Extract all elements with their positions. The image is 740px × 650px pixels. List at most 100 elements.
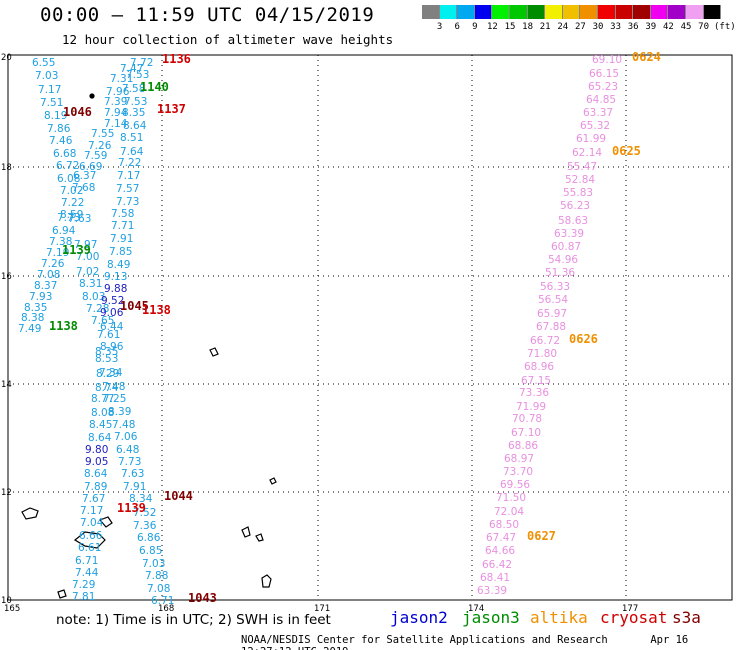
color-scale-label: 33: [610, 22, 622, 32]
wave-height-value: 8.29: [96, 368, 119, 380]
color-scale-unit: (ft): [714, 22, 736, 32]
lon-tick-label: 171: [314, 604, 330, 614]
wave-height-value: 68.96: [524, 361, 554, 373]
wave-height-value: 67.10: [511, 427, 541, 439]
wave-height-value: 67.47: [486, 532, 516, 544]
lon-tick-label: 174: [468, 604, 484, 614]
wave-height-value: 66.15: [589, 68, 619, 80]
wave-height-value: 8.59: [60, 209, 83, 221]
pass-time-label: 0627: [527, 529, 556, 543]
wave-height-value: 6.37: [73, 170, 96, 182]
wave-height-value: 7.04: [80, 517, 104, 529]
wave-height-value: 72.04: [494, 506, 524, 518]
island: [57, 589, 67, 599]
color-swatch: [474, 5, 493, 19]
lon-tick-label: 177: [622, 604, 638, 614]
lat-tick-label: 10: [1, 596, 12, 606]
wave-height-value: 6.71: [75, 555, 98, 567]
pass-time-label: 1045: [120, 299, 149, 313]
wave-height-value: 7.58: [111, 208, 134, 220]
wave-height-value: 7.39: [104, 96, 127, 108]
wave-height-value: 55.47: [567, 161, 597, 173]
color-swatch: [650, 5, 669, 19]
wave-height-value: 7.96: [106, 86, 130, 98]
color-scale-label: 12: [486, 22, 498, 32]
wave-height-value: 6.08: [57, 173, 80, 185]
island: [89, 93, 95, 99]
wave-height-value: 7.89: [84, 481, 107, 493]
wave-height-value: 8.96: [100, 341, 124, 353]
wave-height-value: 9.52: [101, 295, 124, 307]
color-swatch: [633, 5, 651, 19]
color-scale-label: 3: [436, 22, 443, 32]
wave-height-value: 7.58: [122, 83, 145, 95]
wave-height-value: 7.28: [86, 303, 109, 315]
island: [21, 507, 39, 520]
wave-height-value: 68.86: [508, 440, 538, 452]
lat-tick-label: 14: [1, 380, 12, 390]
map-frame: [7, 54, 733, 601]
wave-height-value: 6.44: [100, 321, 124, 333]
wave-height-value: 7.00: [76, 251, 99, 263]
lat-tick-label: 20: [1, 53, 12, 63]
axis-ticks: 165 168 171 174 177 10 12 14 16 18 20: [1, 53, 638, 614]
wave-height-value: 69.56: [500, 479, 530, 491]
color-swatch: [422, 5, 440, 19]
wave-height-value: 8.35: [24, 302, 47, 314]
altimeter-tracks: 6.557.037.177.518.197.867.466.686.726.08…: [18, 54, 622, 607]
wave-height-value: 8.19: [44, 110, 67, 122]
credit-timestamp: Apr 16 12:27:12 UTC 2019: [241, 634, 689, 650]
wave-height-value: 8.08: [91, 407, 114, 419]
color-scale-label: 36: [627, 22, 639, 32]
wave-height-value: 8.37: [34, 280, 57, 292]
lat-tick-label: 18: [1, 163, 12, 173]
wave-height-value: 7.17: [38, 84, 61, 96]
wave-height-value: 8.64: [88, 432, 112, 444]
pass-time-label: 1043: [188, 591, 217, 605]
wave-height-value: 7.88: [145, 570, 168, 582]
wave-height-value: 51.36: [545, 267, 575, 279]
color-swatch: [580, 5, 598, 19]
pass-time-label: 1138: [142, 303, 171, 317]
pass-time-label: 0626: [569, 332, 598, 346]
wave-height-value: 7.08: [147, 583, 170, 595]
pass-time-label: 1138: [49, 319, 78, 333]
wave-height-value: 7.46: [49, 135, 73, 147]
color-scale-label: 27: [574, 22, 586, 32]
color-swatch: [439, 5, 458, 19]
wave-height-value: 7.81: [72, 591, 95, 603]
lat-tick-label: 16: [1, 272, 12, 282]
wave-height-value: 68.97: [504, 453, 534, 465]
wave-height-value: 7.57: [116, 183, 139, 195]
color-swatch: [457, 5, 475, 19]
pass-time-label: 0625: [612, 144, 641, 158]
footer-note: note: 1) Time is in UTC; 2) SWH is in fe…: [56, 612, 331, 628]
lon-tick-label: 168: [158, 604, 174, 614]
island: [98, 516, 113, 528]
wave-height-value: 7.67: [82, 493, 105, 505]
island: [255, 533, 264, 542]
wave-height-value: 7.85: [109, 246, 132, 258]
wave-height-value: 6.48: [116, 444, 139, 456]
wave-height-value: 56.54: [538, 294, 568, 306]
pass-time-label: 1044: [164, 489, 193, 503]
island: [209, 347, 219, 357]
wave-height-value: 65.32: [580, 120, 610, 132]
wave-height-value: 7.03: [142, 558, 165, 570]
color-swatch: [527, 5, 546, 19]
wave-height-value: 9.05: [85, 456, 108, 468]
wave-height-value: 7.71: [111, 220, 134, 232]
wave-height-value: 7.91: [123, 481, 146, 493]
wave-height-value: 7.72: [130, 57, 153, 69]
wave-height-value: 67.15: [521, 375, 551, 387]
color-swatch: [597, 5, 616, 19]
wave-height-value: 7.93: [29, 291, 52, 303]
wave-height-value: 7.63: [121, 468, 144, 480]
wave-height-value: 7.49: [18, 323, 41, 335]
wave-height-value: 8.74: [95, 382, 119, 394]
pass-time-label: 1139: [62, 243, 91, 257]
color-scale-label: 15: [504, 22, 516, 32]
island: [241, 526, 251, 538]
wave-height-value: 7.26: [41, 258, 65, 270]
